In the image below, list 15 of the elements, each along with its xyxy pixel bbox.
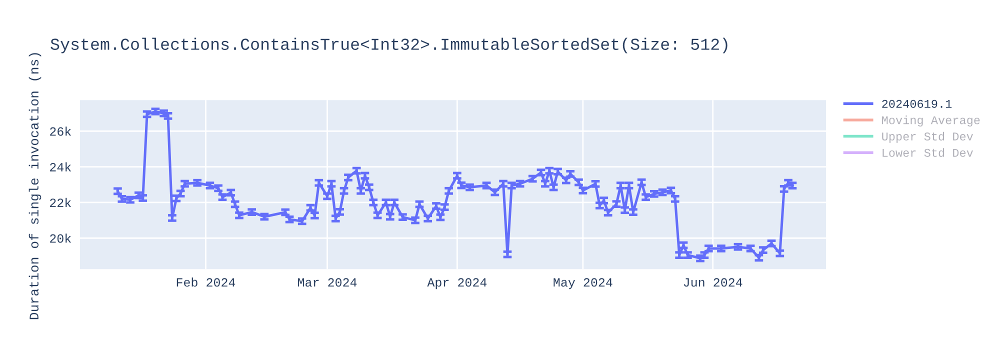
y-tick-label: 20k <box>50 234 72 243</box>
x-tick-label: Apr 2024 <box>427 278 487 290</box>
legend-label: Lower Std Dev <box>882 148 974 157</box>
x-tick-label: Feb 2024 <box>176 277 236 287</box>
y-tick-label: 22k <box>50 198 72 207</box>
x-tick-label: May 2024 <box>554 278 612 290</box>
x-tick-label: Mar 2024 <box>298 278 357 287</box>
y-tick-label: 24k <box>50 162 72 172</box>
legend-label: Moving Average <box>882 116 980 127</box>
legend-label: Upper Std Dev <box>882 132 974 143</box>
y-axis-title: Duration of single invocation (ns) <box>28 53 42 320</box>
legend-label: 20240619.1 <box>882 100 952 108</box>
y-tick-label: 26k <box>50 126 72 136</box>
chart-title: System.Collections.ContainsTrue<Int32>.ImmutableSortedSet(Size: 512) <box>50 38 728 54</box>
x-tick-label: Jun 2024 <box>684 278 742 287</box>
